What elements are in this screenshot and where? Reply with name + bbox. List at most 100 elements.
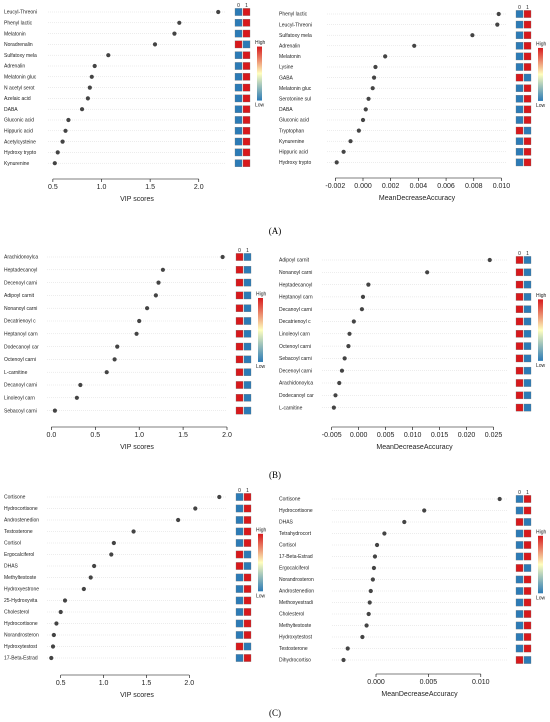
data-point [366,282,371,287]
feature-label: Nonanoyl carni [279,270,312,276]
mda-chart-c-svg: 0 1 Cortisone Hydrocortisone DHAS Tetrahydroc… [279,490,547,698]
x-tick-label: -0.002 [325,183,345,190]
data-point [144,306,150,311]
data-point [345,646,350,651]
feature-label: GABA [279,75,294,81]
feature-label: Dihydrocortiso [279,658,311,664]
feature-label: Hippuric acid [4,129,33,135]
heatmap-cell [515,148,524,156]
heatmap-cell [523,621,532,630]
x-tick-label: 1.0 [99,680,109,687]
data-point [370,577,375,582]
heatmap-header: 0 [518,251,521,257]
heatmap-cell [523,529,532,538]
data-point [106,53,111,58]
x-tick-label: 0.5 [56,680,66,687]
heatmap-cell [515,317,524,326]
data-point [383,54,388,59]
heatmap-cell [235,291,244,300]
vip-chart-a-svg: 0 1 Leucyl-Threoni Phenyl lactic Melatonin No… [4,3,266,203]
heatmap-cell [523,31,532,39]
heatmap-cell [234,40,243,49]
heatmap-cell [242,8,251,16]
heatmap-cell [515,621,524,630]
data-point [55,150,60,155]
heatmap-cell [234,94,243,103]
vip-chart-b: 0 1 Arachidonoylca Heptadecanoyl Decenoyl ca… [0,243,275,473]
feature-label: Hydroxy trypto [4,150,36,156]
feature-label: Adipoyl carnit [279,258,310,264]
legend-bar [258,297,263,362]
mda-chart-a: 0 1 Phenyl lactic Leucyl-Threoni Sulfatoxy m… [275,0,550,230]
heatmap-cell [234,116,243,124]
feature-label: Arachidonoylca [279,381,313,387]
heatmap-cell [243,654,252,662]
heatmap-cell [243,493,252,501]
data-point [54,621,59,626]
x-tick-label: 0.0 [47,432,57,439]
data-point [359,307,365,312]
data-point [363,107,368,112]
feature-label: Cortisone [279,497,301,503]
feature-label: Cortisone [4,495,26,501]
heatmap-cell [242,105,251,113]
heatmap-cell [523,126,532,135]
legend-high-label: High [536,41,547,47]
feature-label: Tryptophan [279,128,304,134]
data-point [348,139,353,144]
feature-label: Heptadecanoyl [279,282,312,288]
data-point [368,588,373,594]
heatmap-cell [523,366,532,375]
legend-bar [257,46,262,101]
feature-label: Norandrosteron [4,633,39,639]
heatmap-header: 1 [246,248,249,254]
feature-label: Hydroxytestost [4,644,38,650]
feature-label: L-carnitine [4,370,28,376]
legend-high-label: High [255,40,266,46]
heatmap-cell [523,84,532,92]
data-point [356,128,361,133]
data-point [160,267,166,272]
heatmap-cell [523,73,532,82]
section-label-b: (B) [269,470,281,480]
data-point [131,529,136,534]
heatmap-cell [243,266,252,274]
heatmap-cell [523,495,532,503]
heatmap-cell [235,368,244,376]
section-label-a: (A) [268,226,282,236]
legend-high-label: High [536,293,547,299]
data-point [220,254,225,260]
legend-low-label: Low [536,363,546,369]
feature-label: Ergocalciferol [279,566,309,572]
heatmap-cell [515,256,524,264]
heatmap-cell [243,355,252,364]
feature-label: Decenoyl carni [4,280,37,286]
data-point [92,63,97,69]
heatmap-cell [523,256,532,264]
heatmap-cell [523,330,532,338]
heatmap-cell [523,391,532,400]
x-axis-title: VIP scores [120,692,154,699]
data-point [370,86,375,91]
heatmap-cell [523,63,532,71]
heatmap-cell [243,342,252,351]
heatmap-cell [242,137,251,146]
data-point [373,64,378,70]
heatmap-cell [243,550,252,559]
data-point [360,294,366,299]
heatmap-cell [243,527,252,536]
feature-label: Heptanoyl carn [4,332,38,338]
heatmap-cell [523,506,532,515]
x-tick-label: -0.005 [322,432,342,439]
data-point [112,357,117,362]
x-tick-label: 0.000 [367,679,385,686]
feature-label: DABA [279,107,293,113]
feature-label: 17-Beta-Estrad [279,554,313,560]
heatmap-cell [234,105,243,113]
heatmap-cell [523,148,532,156]
legend-low-label: Low [255,103,265,109]
data-point [51,632,56,638]
data-point [152,42,158,47]
heatmap-cell [243,330,252,338]
data-point [382,531,387,536]
